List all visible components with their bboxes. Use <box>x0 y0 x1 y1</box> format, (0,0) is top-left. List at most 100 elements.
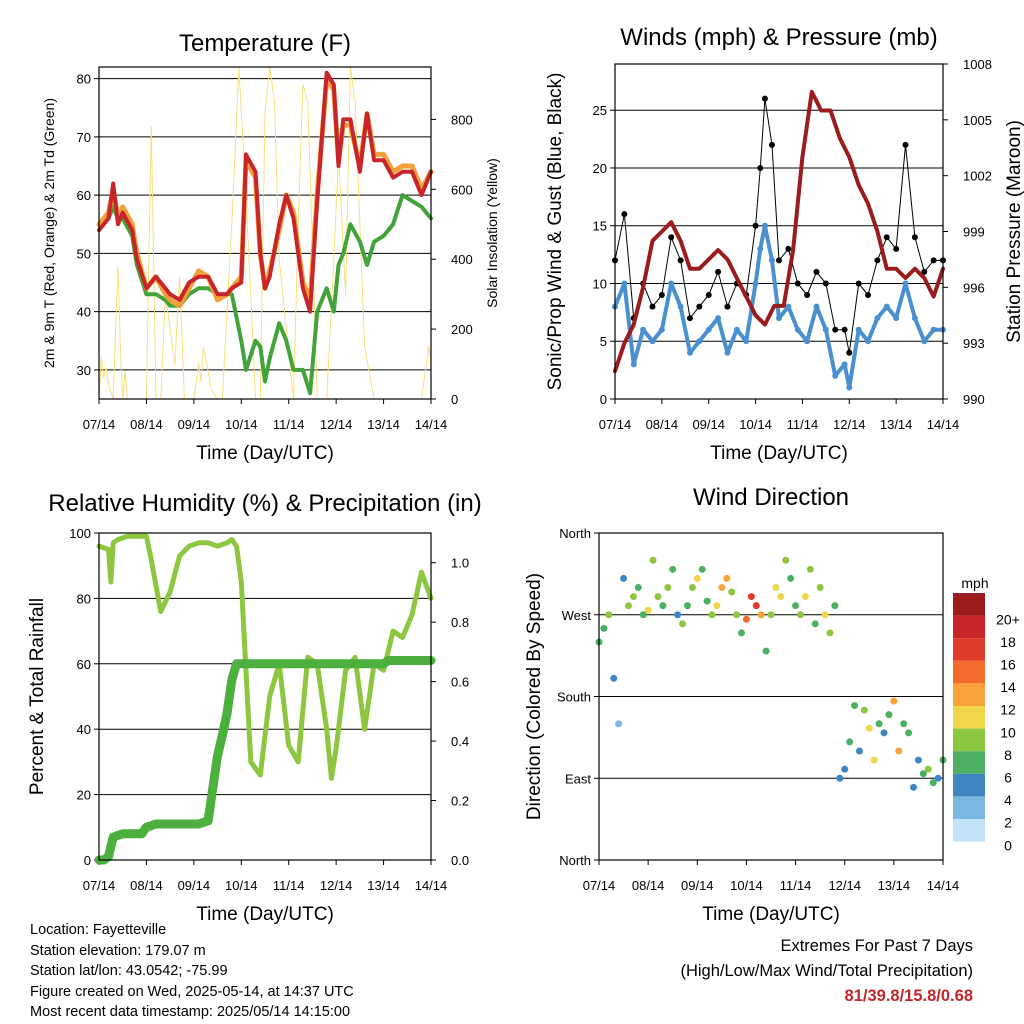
temperature-ytick-label: 70 <box>77 130 91 145</box>
station-latlon: Station lat/lon: 43.0542; -75.99 <box>30 963 228 980</box>
direction-point <box>885 711 893 719</box>
temperature-xtick-label: 09/14 <box>178 417 211 432</box>
winds-y2tick-label: 990 <box>963 392 985 407</box>
direction-point <box>880 729 888 737</box>
wind-point <box>832 372 839 379</box>
colorbar-label: 10 <box>1000 724 1016 740</box>
temperature-y2tick-label: 400 <box>451 252 473 267</box>
direction-point <box>772 584 780 591</box>
winds-ytick-label: 20 <box>593 161 607 176</box>
colorbar-swatch <box>953 683 985 706</box>
direction-point <box>777 593 785 601</box>
winds-y2tick-label: 1002 <box>963 169 992 184</box>
temperature-xtick-label: 10/14 <box>225 417 258 432</box>
humidity-xtick-label: 10/14 <box>225 878 258 893</box>
winds-ytick-label: 5 <box>600 334 607 349</box>
direction-point <box>698 565 706 573</box>
direction-point <box>836 774 844 782</box>
wind_direction-xtick-label: 09/14 <box>681 878 714 893</box>
direction-point <box>860 706 868 714</box>
colorbar-swatch <box>953 728 985 752</box>
humidity-ytick-label: 40 <box>77 722 91 737</box>
colorbar-label: 4 <box>1004 792 1012 808</box>
winds-ytick-label: 0 <box>600 392 607 407</box>
wind-point <box>855 326 862 333</box>
wind-point <box>668 280 675 287</box>
wind_direction-xtick-label: 11/14 <box>780 878 812 893</box>
wind-point <box>776 315 782 322</box>
direction-point <box>683 602 691 610</box>
colorbar-swatch <box>953 593 985 616</box>
station-elevation: Station elevation: 179.07 m <box>30 942 206 959</box>
wind_direction-title: Wind Direction <box>693 484 849 511</box>
dewpoint-line <box>97 193 433 396</box>
winds-xtick-label: 12/14 <box>833 417 866 432</box>
wind-point <box>874 315 881 322</box>
direction-point <box>929 779 937 787</box>
winds-ylabel: Sonic/Prop Wind & Gust (Blue, Black) <box>545 73 566 391</box>
wind_direction-xtick-label: 10/14 <box>730 878 763 893</box>
extremes-box: Extremes For Past 7 Days (High/Low/Max W… <box>680 934 973 1009</box>
extremes-values: 81/39.8/15.8/0.68 <box>844 987 973 1005</box>
winds-ytick-label: 10 <box>593 276 607 291</box>
winds-xtick-label: 07/14 <box>599 417 632 432</box>
colorbar-swatch <box>953 773 985 797</box>
humidity-xtick-label: 13/14 <box>367 878 400 893</box>
station-location: Location: Fayetteville <box>30 922 167 938</box>
temperature-xlabel: Time (Day/UTC) <box>196 443 334 464</box>
temperature-ytick-label: 60 <box>77 188 91 203</box>
direction-point <box>733 611 741 619</box>
wind-point <box>677 303 684 310</box>
humidity-y2tick-label: 0.4 <box>451 734 469 749</box>
winds-xtick-label: 08/14 <box>646 417 679 432</box>
wind-point <box>921 338 928 345</box>
colorbar-label: 20+ <box>996 611 1020 627</box>
colorbar-title: mph <box>961 575 988 591</box>
colorbar-label: 14 <box>1000 679 1016 695</box>
direction-point <box>919 770 927 778</box>
winds-xtick-label: 13/14 <box>880 417 913 432</box>
direction-point <box>762 647 770 655</box>
humidity-xtick-label: 14/14 <box>415 878 448 893</box>
humidity-title: Relative Humidity (%) & Precipitation (i… <box>48 490 481 517</box>
direction-point <box>905 729 913 737</box>
direction-point <box>703 597 711 605</box>
wind-point <box>686 349 693 356</box>
colorbar-swatch <box>953 638 985 661</box>
direction-point <box>806 565 814 573</box>
temperature-xtick-label: 13/14 <box>367 417 400 432</box>
direction-point <box>801 593 809 601</box>
humidity-xlabel: Time (Day/UTC) <box>196 904 334 925</box>
colorbar-label: 6 <box>1004 770 1012 786</box>
winds-y2tick-label: 999 <box>963 225 985 240</box>
humidity-xtick-label: 09/14 <box>178 878 211 893</box>
direction-point <box>723 574 731 582</box>
direction-point <box>895 747 903 755</box>
temperature-ylabel: 2m & 9m T (Red, Orange) & 2m Td (Green) <box>41 98 57 368</box>
wind-point <box>930 326 937 333</box>
wind-point <box>785 303 792 310</box>
humidity-y2tick-label: 0.0 <box>451 853 469 868</box>
wind-point <box>640 326 647 333</box>
direction-point <box>875 720 883 728</box>
temperature-y2tick-label: 200 <box>451 322 473 337</box>
wind-point <box>865 338 872 345</box>
wind-point <box>621 280 628 287</box>
colorbar-swatch <box>953 660 985 684</box>
wind-point <box>743 338 750 345</box>
direction-point <box>742 615 750 623</box>
winds-xtick-label: 11/14 <box>787 417 819 432</box>
humidity-xtick-label: 08/14 <box>130 878 163 893</box>
direction-point <box>610 674 618 682</box>
colorbar-label: 2 <box>1004 815 1012 831</box>
colorbar-label: 16 <box>1000 657 1016 673</box>
wind_direction-xtick-label: 13/14 <box>878 878 911 893</box>
direction-point <box>713 602 721 610</box>
winds-title: Winds (mph) & Pressure (mb) <box>620 24 937 51</box>
station-info: Location: Fayetteville Station elevation… <box>30 920 354 1023</box>
t2m-line <box>97 70 433 314</box>
wind-point <box>630 361 637 368</box>
direction-point <box>693 574 701 582</box>
wind-point <box>724 349 731 356</box>
direction-point <box>855 747 863 755</box>
